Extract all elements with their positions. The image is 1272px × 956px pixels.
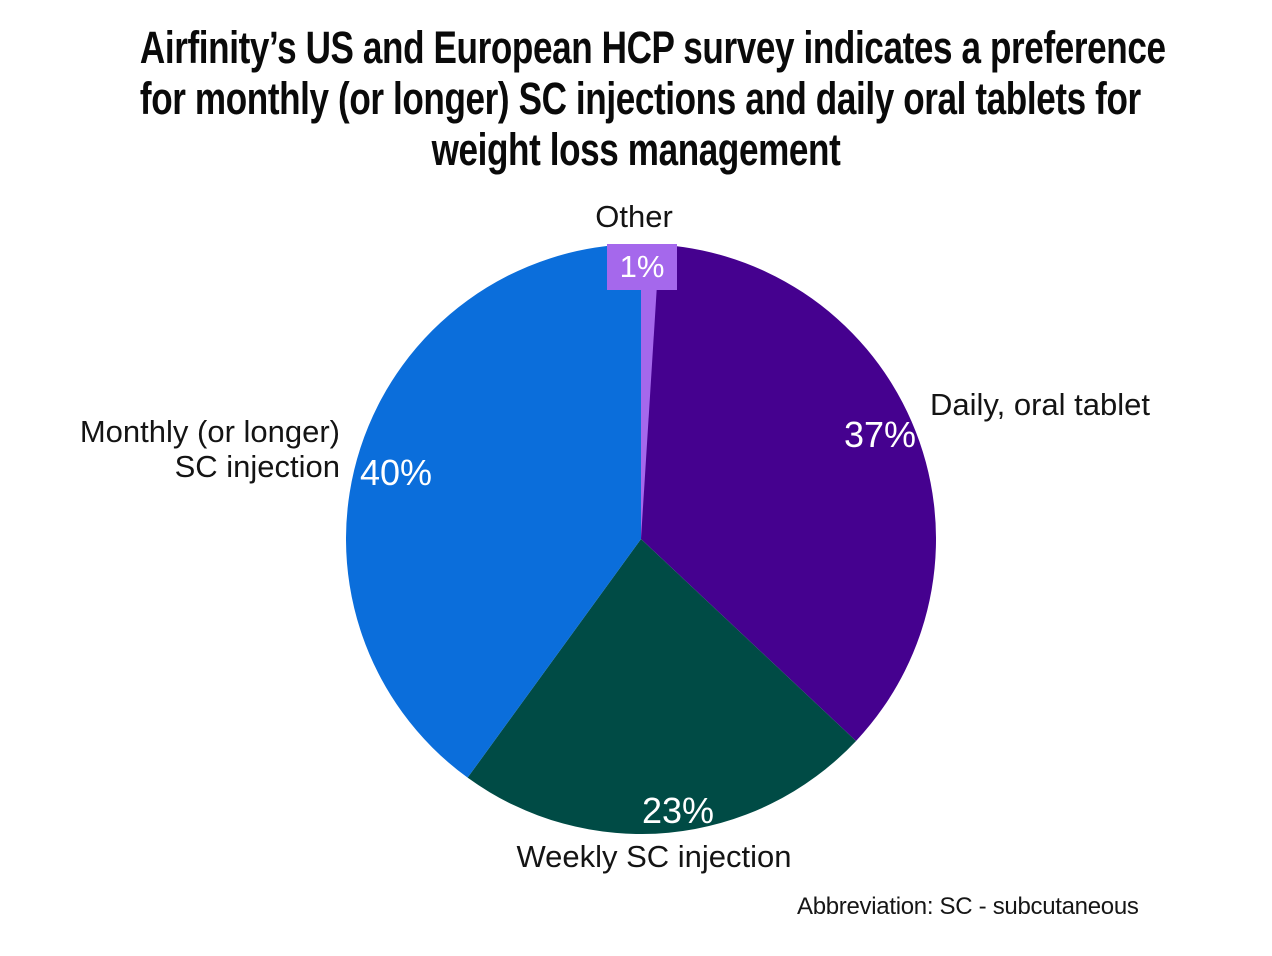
abbreviation-note: Abbreviation: SC - subcutaneous — [797, 893, 1139, 920]
slice-value-other: 1% — [607, 244, 677, 290]
pie-slice — [346, 244, 641, 778]
slice-label-monthly-sc-injection: Monthly (or longer) SC injection — [79, 414, 340, 484]
pie-slice — [641, 244, 936, 741]
pie-slice — [641, 244, 660, 539]
chart-title-line-1: Airfinity’s US and European HCP survey i… — [139, 22, 1166, 73]
chart-title-line-3: weight loss management — [431, 124, 841, 175]
chart-title: Airfinity’s US and European HCP survey i… — [0, 22, 1272, 175]
slice-value-weekly-sc-injection: 23% — [641, 790, 715, 831]
slice-label-daily-oral-tablet: Daily, oral tablet — [930, 387, 1150, 422]
chart-title-line-2: for monthly (or longer) SC injections an… — [139, 73, 1141, 124]
pie-slice — [467, 539, 857, 834]
slice-value-daily-oral-tablet: 37% — [844, 414, 917, 455]
slice-value-monthly-sc-injection: 40% — [360, 452, 433, 493]
pie-chart — [346, 244, 936, 834]
slice-label-weekly-sc-injection: Weekly SC injection — [516, 839, 792, 874]
slice-label-other: Other — [595, 199, 673, 234]
